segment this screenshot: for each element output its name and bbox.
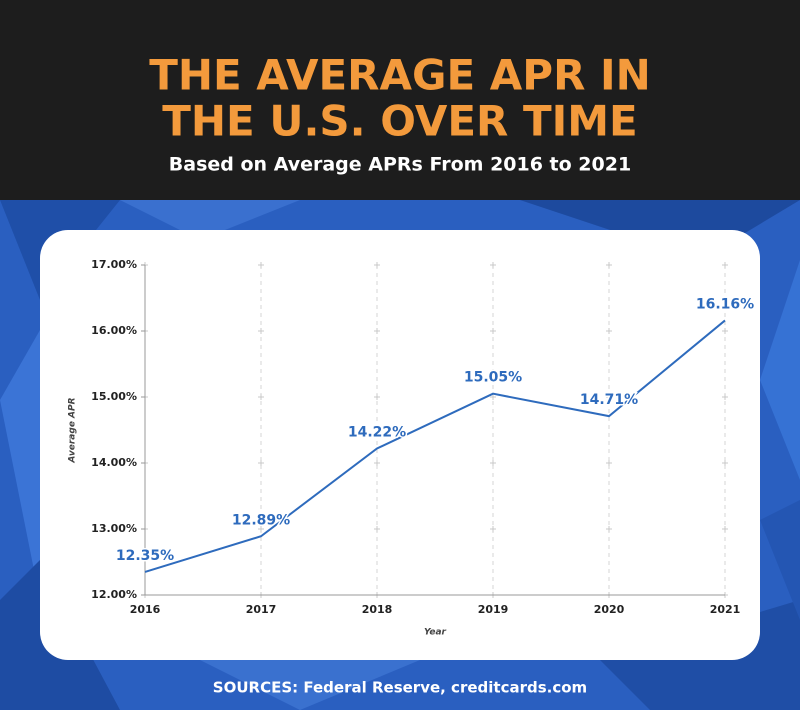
data-label: 14.22% <box>348 424 406 440</box>
grid-marker <box>374 460 380 466</box>
y-tick-label: 17.00% <box>91 258 137 271</box>
grid-marker <box>258 526 264 532</box>
data-label: 12.89% <box>232 512 290 528</box>
subtitle: Based on Average APRs From 2016 to 2021 <box>169 154 631 176</box>
title-line: THE U.S. OVER TIME <box>162 97 638 146</box>
grid-marker <box>722 460 728 466</box>
grid-marker <box>374 328 380 334</box>
grid-marker <box>490 262 496 268</box>
grid-marker <box>606 460 612 466</box>
x-tick-label: 2021 <box>710 603 741 616</box>
y-tick-label: 14.00% <box>91 456 137 469</box>
x-tick-label: 2019 <box>478 603 509 616</box>
x-tick-label: 2017 <box>246 603 277 616</box>
data-label: 15.05% <box>464 370 522 386</box>
grid-marker <box>722 394 728 400</box>
x-tick-label: 2016 <box>130 603 161 616</box>
data-label: 14.71% <box>580 392 638 408</box>
grid-marker <box>722 328 728 334</box>
grid-marker <box>490 394 496 400</box>
y-tick-label: 12.00% <box>91 588 137 601</box>
x-tick-label: 2020 <box>594 603 625 616</box>
y-axis-label: Average APR <box>68 397 78 463</box>
x-tick-label: 2018 <box>362 603 393 616</box>
grid-marker <box>606 394 612 400</box>
grid-marker <box>722 526 728 532</box>
data-label: 12.35% <box>116 548 174 564</box>
grid-marker <box>258 394 264 400</box>
y-tick-label: 16.00% <box>91 324 137 337</box>
grid-marker <box>606 328 612 334</box>
grid-marker <box>606 262 612 268</box>
grid-marker <box>374 394 380 400</box>
y-tick-label: 15.00% <box>91 390 137 403</box>
grid-marker <box>606 526 612 532</box>
x-axis-label: Year <box>424 628 447 638</box>
grid-marker <box>490 526 496 532</box>
source: SOURCES: Federal Reserve, creditcards.co… <box>213 679 587 697</box>
grid-marker <box>258 328 264 334</box>
data-line <box>144 319 726 573</box>
grid-marker <box>258 460 264 466</box>
grid-marker <box>258 262 264 268</box>
grid-marker <box>490 460 496 466</box>
title-line: THE AVERAGE APR IN <box>149 51 651 100</box>
y-tick-label: 13.00% <box>91 522 137 535</box>
plot: 2016 2017 2018 2019 2020 2021 12.00% 13.00% 14.0… <box>91 258 755 616</box>
chart-card <box>40 230 760 660</box>
grid-marker <box>374 262 380 268</box>
grid-marker <box>490 328 496 334</box>
grid-marker <box>374 526 380 532</box>
data-label: 16.16% <box>696 296 754 312</box>
header <box>0 0 800 200</box>
grid-marker <box>722 262 728 268</box>
